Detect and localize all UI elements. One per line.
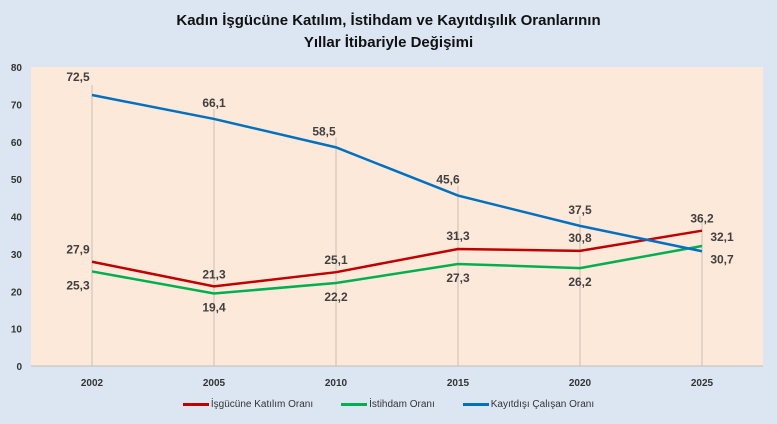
data-label: 37,5 (568, 203, 592, 217)
y-tick-label: 50 (11, 175, 23, 186)
x-tick-label: 2010 (325, 378, 348, 389)
x-tick-label: 2005 (203, 378, 226, 389)
data-label: 21,3 (202, 267, 226, 281)
data-label: 22,2 (324, 290, 348, 304)
data-label: 27,9 (66, 243, 90, 257)
y-tick-label: 80 (11, 63, 23, 74)
x-tick-label: 2015 (447, 378, 470, 389)
y-tick-label: 60 (11, 138, 23, 149)
series-line-0 (91, 229, 703, 288)
data-label: 72,5 (66, 70, 90, 84)
legend-item-isgucu: İşgücüne Katılım Oranı (182, 399, 314, 410)
title-line-1: Kadın İşgücüne Katılım, İstihdam ve Kayı… (176, 12, 601, 29)
chart-title: Kadın İşgücüne Katılım, İstihdam ve Kayı… (0, 10, 777, 54)
data-label: 36,2 (690, 212, 714, 226)
legend-swatch (462, 403, 489, 406)
y-tick-label: 40 (11, 213, 23, 224)
y-tick-label: 70 (11, 100, 23, 111)
x-tick-label: 2002 (81, 378, 104, 389)
legend-swatch (182, 403, 209, 406)
data-label: 26,2 (568, 275, 592, 289)
x-tick-label: 2025 (691, 378, 714, 389)
series-line-2 (91, 93, 703, 253)
data-label: 31,3 (446, 229, 470, 243)
legend-label: Kayıtdışı Çalışan Oranı (490, 399, 595, 410)
data-label: 45,6 (436, 173, 460, 187)
y-tick-label: 30 (11, 250, 23, 261)
title-line-2: Yıllar İtibariyle Değişimi (303, 34, 474, 51)
plot-area (31, 67, 763, 366)
legend-label: İstihdam Oranı (369, 399, 435, 410)
data-label: 30,8 (568, 231, 592, 245)
legend-swatch (341, 403, 368, 406)
series-line-1 (91, 244, 703, 295)
data-label: 27,3 (446, 271, 470, 285)
data-label: 30,7 (710, 252, 734, 266)
legend-label: İşgücüne Katılım Oranı (210, 399, 314, 410)
x-tick-label: 2020 (569, 378, 592, 389)
data-label: 66,1 (202, 96, 226, 110)
y-tick-label: 20 (11, 287, 23, 298)
legend: İşgücüne Katılım Oranı İstihdam Oranı Ka… (0, 399, 777, 410)
data-label: 58,5 (312, 124, 336, 138)
legend-item-istihdam: İstihdam Oranı (341, 399, 435, 410)
data-label: 19,4 (202, 300, 226, 314)
data-label: 25,1 (324, 253, 348, 267)
legend-item-kayitdisi: Kayıtdışı Çalışan Oranı (462, 399, 595, 410)
y-tick-label: 0 (16, 362, 22, 373)
y-tick-label: 10 (11, 325, 23, 336)
data-label: 25,3 (66, 278, 90, 292)
data-label: 32,1 (710, 230, 734, 244)
